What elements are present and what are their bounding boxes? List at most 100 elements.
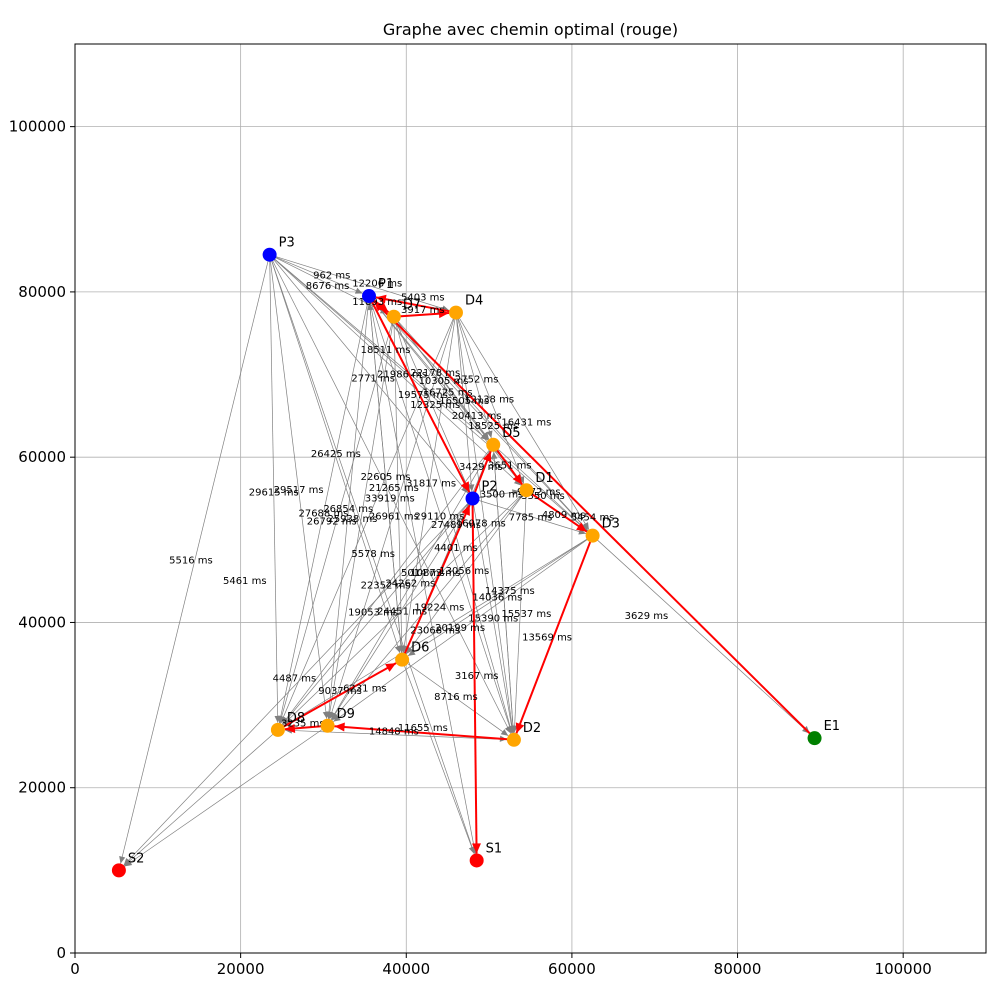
edge-weight-label: 3167 ms (455, 671, 499, 682)
edge-line-head (123, 858, 131, 866)
edge-line (123, 729, 279, 866)
edge-line (269, 254, 401, 654)
path-edge (401, 504, 471, 661)
edge-line-head (512, 489, 520, 496)
path-edge (471, 498, 478, 854)
x-tick-label: 80000 (714, 960, 762, 978)
node-label-s2: S2 (128, 851, 145, 866)
path-edge-head (512, 473, 523, 485)
edge-line (393, 316, 471, 493)
edge-weight-label: 27489 ms (431, 520, 481, 531)
path-edge (334, 725, 515, 741)
edge-line (328, 316, 395, 719)
y-axis: 0 20000 40000 60000 80000 100000 (9, 118, 75, 962)
edge-line (269, 254, 279, 723)
edge-weight-label: 3429 ms (459, 462, 503, 473)
path-edge-head (438, 309, 449, 319)
x-tick-label: 60000 (548, 960, 596, 978)
edge-line (513, 490, 527, 733)
edge-line (472, 498, 514, 733)
edge-line (472, 498, 587, 534)
edge-weight-label: 18511 ms (361, 345, 411, 356)
edge-weight-label: 3651 ms (488, 460, 532, 471)
edge-weight-label: 20199 ms (435, 623, 485, 634)
edge-weight-label: 22178 ms (410, 368, 460, 379)
node-d9 (320, 718, 335, 733)
edge-line (368, 295, 476, 854)
edge-line (402, 312, 457, 653)
path-edge-head (576, 522, 587, 532)
edge-weight-label: 7785 ms (509, 513, 553, 524)
optimal-path (277, 294, 816, 854)
edge-line (492, 444, 588, 532)
edge-weight-label: 23068 ms (410, 626, 460, 637)
x-tick-label: 100000 (875, 960, 932, 978)
graph-nodes: P3 P1 P2 D4 D7 D5 D1 D3 D6 D2 D8 D9 S1 S2 E1 (111, 236, 840, 878)
edge-line-head (333, 715, 341, 722)
edge-line-head (500, 729, 509, 736)
node-d1 (519, 483, 534, 498)
chart-title: Graphe avec chemin optimal (rouge) (383, 20, 678, 39)
edge-weight-label: 962 ms (313, 270, 350, 281)
node-d7 (386, 309, 401, 324)
node-label-d3: D3 (602, 517, 620, 532)
edge-weight-label: 31817 ms (406, 479, 456, 490)
node-s1 (469, 853, 484, 868)
edge-line-head (332, 713, 340, 721)
path-edge (277, 662, 397, 731)
path-edge-head (471, 843, 481, 854)
node-label-d2: D2 (523, 721, 541, 736)
edge-line (269, 254, 363, 294)
edge-line-head (482, 431, 489, 440)
edge-weight-label: 4487 ms (273, 674, 317, 685)
edge-weight-label: 20413 ms (452, 411, 502, 422)
edge-weight-label: 29615 ms (249, 488, 299, 499)
edge-weight-label: 11893 ms (352, 297, 402, 308)
edge-line (401, 659, 509, 737)
node-label-p2: P2 (482, 480, 498, 495)
edge-weight-label: 26425 ms (311, 449, 361, 460)
node-label-d6: D6 (411, 641, 429, 656)
edge-line (405, 490, 527, 655)
edge-weight-label: 5014 ms (401, 568, 445, 579)
edge-line (455, 312, 473, 492)
y-tick-label: 0 (56, 944, 66, 962)
node-label-d7: D7 (403, 298, 421, 313)
y-tick-label: 60000 (18, 448, 66, 466)
edge-weight-label: 8716 ms (434, 692, 478, 703)
path-edge-head (482, 451, 492, 463)
edge-weight-label: 14848 ms (369, 727, 419, 738)
edge-weight-label: 15537 ms (501, 609, 551, 620)
edge-weight-label: 22605 ms (361, 472, 411, 483)
edge-weight-label: 8676 ms (306, 281, 350, 292)
edge-line-head (367, 303, 374, 311)
edge-weight-label: 18525 ms (468, 421, 518, 432)
node-d4 (448, 305, 463, 320)
grid-lines (74, 44, 986, 954)
edge-line (393, 316, 513, 734)
edge-weight-label: 12138 ms (464, 394, 514, 405)
edge-weight-label: 2752 ms (455, 375, 499, 386)
edge-line (280, 312, 457, 724)
edge-weight-label: 9037 ms (318, 686, 362, 697)
edge-line (283, 535, 593, 727)
path-edge (373, 300, 816, 739)
edge-line (592, 535, 810, 734)
x-tick-label: 0 (70, 960, 80, 978)
edge-line (269, 254, 328, 719)
x-axis: 0 20000 40000 60000 80000 100000 (70, 953, 932, 978)
path-edge-head (385, 663, 397, 672)
edge-line (401, 659, 475, 855)
edge-line (120, 254, 270, 864)
node-d5 (486, 437, 501, 452)
y-tick-label: 100000 (9, 118, 66, 136)
path-edge-head (284, 723, 296, 733)
edge-weight-label: 10305 ms (419, 376, 469, 387)
edge-line (282, 489, 527, 726)
path-edge-head (334, 722, 345, 732)
edge-line-head (407, 649, 416, 656)
edge-weight-label: 14036 ms (472, 593, 522, 604)
node-label-d1: D1 (535, 471, 553, 486)
